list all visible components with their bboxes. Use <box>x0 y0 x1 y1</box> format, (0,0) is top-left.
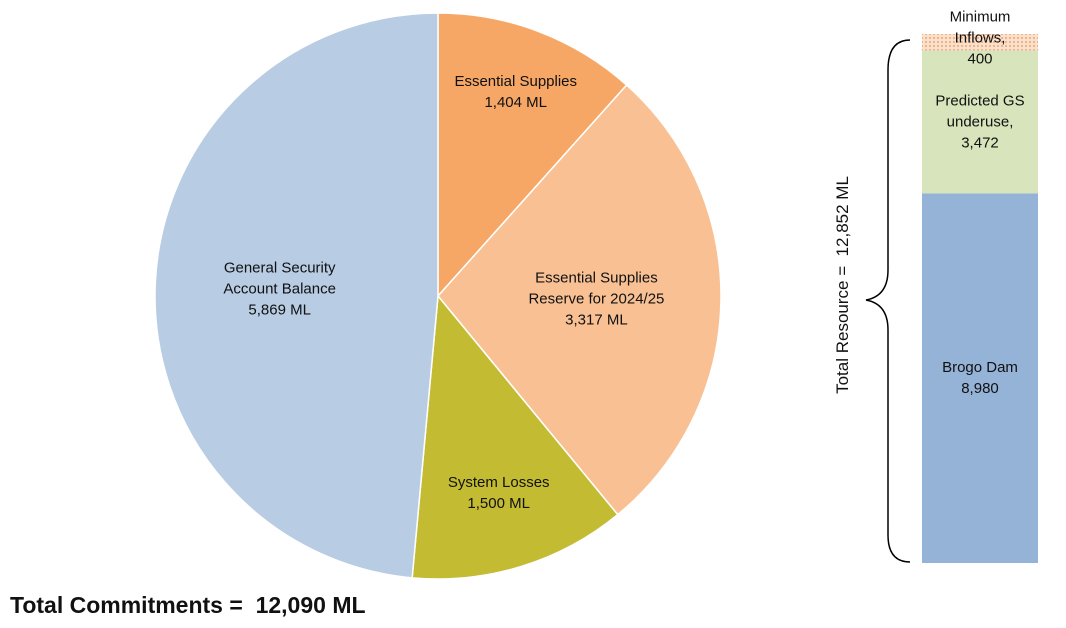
brace <box>865 39 911 563</box>
label-line: Brogo Dam <box>942 359 1018 377</box>
data-label: Predicted GS underuse, 3,472 <box>925 90 1035 153</box>
total-resource: Total Resource = 12,852 ML <box>833 176 852 394</box>
label-line: 3,317 ML <box>565 311 628 329</box>
label-line: 8,980 <box>961 380 999 398</box>
data-label: General Security Account Balance 5,869 ML <box>205 257 355 320</box>
total-commitments: Total Commitments = 12,090 ML <box>10 592 366 618</box>
label-line: System Losses <box>447 474 550 492</box>
label-line: Predicted GS underuse, <box>935 92 1025 131</box>
label-line: Minimum Inflows, <box>949 8 1011 47</box>
data-label: Essential Supplies 1,404 ML <box>441 71 591 113</box>
label-line: 400 <box>967 50 993 68</box>
label-line: 3,472 <box>961 134 999 152</box>
pie-slice <box>154 12 439 579</box>
bar-segment <box>922 50 1038 194</box>
pie-slice <box>437 12 628 298</box>
label-line: 1,500 ML <box>467 495 530 513</box>
label-line: Essential Supplies <box>454 73 578 91</box>
data-label: Brogo Dam 8,980 <box>925 357 1035 399</box>
data-label: Minimum Inflows, 400 <box>925 7 1035 70</box>
label-line: 1,404 ML <box>484 94 547 112</box>
pie-slice <box>437 83 722 516</box>
bar-segment <box>922 193 1038 563</box>
label-line: Essential Supplies Reserve for 2024/25 <box>528 269 665 308</box>
label-line: General Security Account Balance <box>223 259 336 298</box>
pie-slice <box>411 294 619 580</box>
bar-segment <box>922 34 1038 51</box>
data-label: Essential Supplies Reserve for 2024/25 3,… <box>511 268 681 331</box>
data-label: System Losses 1,500 ML <box>424 472 574 514</box>
label-line: 5,869 ML <box>248 301 311 319</box>
